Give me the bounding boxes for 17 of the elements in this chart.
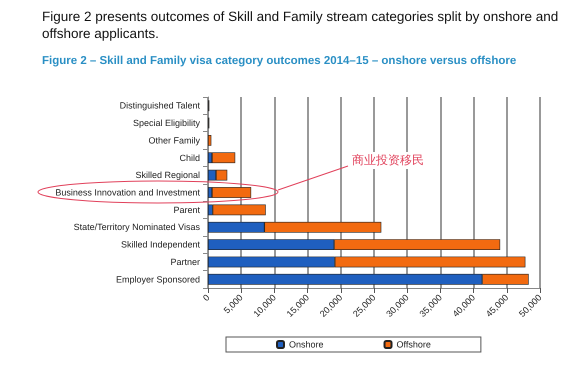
caption: Figure 2 presents outcomes of Skill and Family stream categories split by onshore and offshore applicants. <box>42 8 560 42</box>
y-tick-label: Employer Sponsored <box>116 274 200 284</box>
y-tick-label: Other Family <box>148 135 200 146</box>
legend-label: Offshore <box>396 340 431 350</box>
y-tick-label: State/Territory Nominated Visas <box>74 222 200 232</box>
y-tick-label: Distinguished Talent <box>120 100 200 111</box>
annotation: 商业投资移民 <box>350 152 426 169</box>
y-tick-label: Special Eligibility <box>132 118 200 128</box>
y-tick-label: Parent <box>173 204 200 215</box>
y-tick-label: Child <box>179 152 200 163</box>
x-tick-label: 0 <box>200 292 212 304</box>
y-tick-label: Business Innovation and Investment <box>55 188 200 198</box>
y-tick-label: Skilled Regional <box>135 170 200 180</box>
y-tick-label: Skilled Independent <box>120 240 200 250</box>
y-tick-label: Partner <box>170 256 200 267</box>
chart-title: Figure 2 – Skill and Family visa category outcomes 2014–15 – onshore versus offshore <box>42 55 516 67</box>
legend-label: Onshore <box>289 340 324 350</box>
